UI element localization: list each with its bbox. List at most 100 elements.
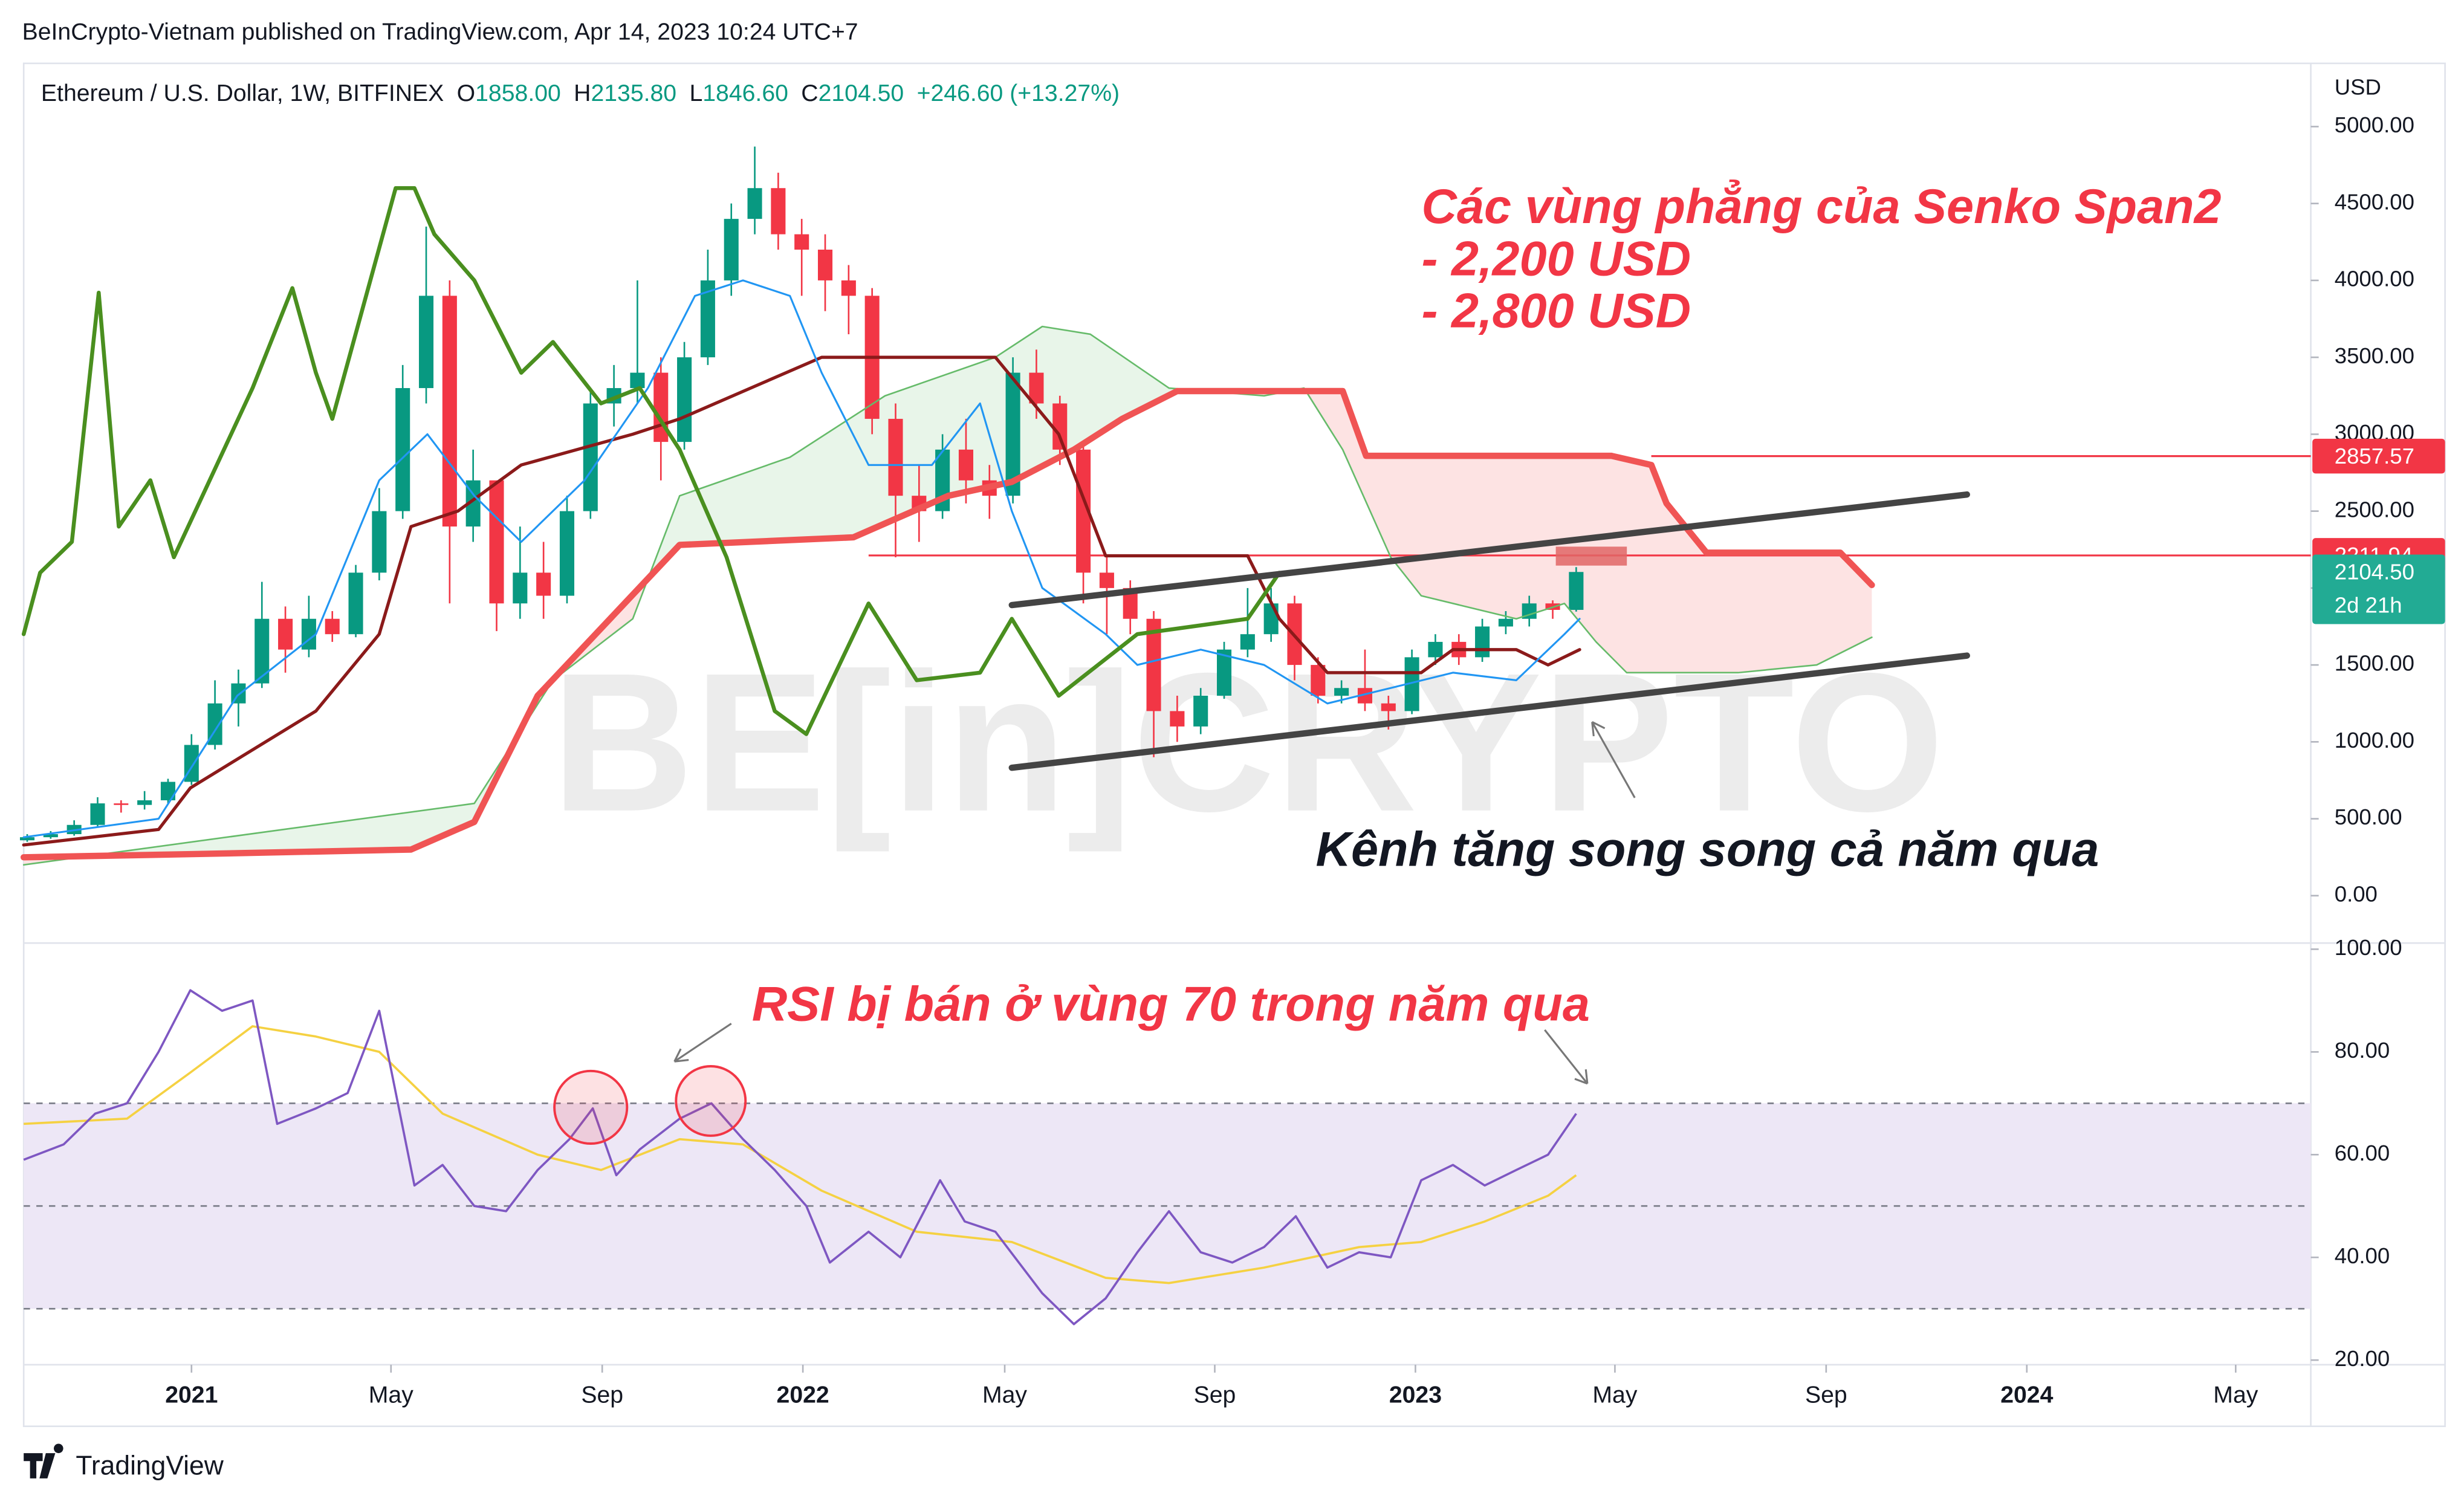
- brand: TradingView: [76, 1451, 224, 1480]
- highlight-box: [1555, 546, 1627, 566]
- y-tick-label: 100.00: [2335, 935, 2402, 960]
- x-tick-label: Sep: [1805, 1382, 1847, 1408]
- candle-body: [395, 388, 410, 511]
- indicator-line: [21, 186, 1282, 736]
- candle-body: [1170, 711, 1185, 727]
- indicator-line: [22, 355, 1581, 847]
- change: +246.60 (+13.27%): [917, 80, 1120, 106]
- x-tick-label: 2023: [1389, 1382, 1442, 1408]
- last-price-label: 2104.50: [2335, 560, 2414, 584]
- indicator-line: [22, 279, 1581, 838]
- candle-body: [137, 800, 152, 805]
- candle-body: [817, 250, 833, 280]
- price-tag: [2312, 438, 2445, 474]
- y-tick-label: 40.00: [2335, 1243, 2390, 1268]
- rsi-line: [23, 989, 1577, 1326]
- candle-body: [1334, 688, 1349, 696]
- x-tick-label: May: [369, 1382, 413, 1408]
- candle-body: [1475, 626, 1490, 658]
- ohlc-value: 1858.00: [475, 80, 561, 106]
- candle-body: [888, 418, 903, 496]
- arrow: [1544, 1029, 1589, 1084]
- x-tick-label: 2021: [165, 1382, 218, 1408]
- ohlc-key: C: [801, 80, 818, 106]
- indicator-line: [20, 387, 1875, 861]
- y-tick-label: 20.00: [2335, 1346, 2390, 1371]
- candle-body: [1428, 641, 1443, 658]
- candle-body: [583, 403, 598, 511]
- candle-body: [747, 188, 762, 219]
- ohlc-value: 1846.60: [702, 80, 788, 106]
- candle-body: [771, 188, 786, 235]
- candle-body: [489, 480, 504, 604]
- candle-body: [794, 234, 809, 250]
- candle-body: [1381, 703, 1396, 711]
- published-line: BeInCrypto-Vietnam published on TradingV…: [22, 19, 858, 45]
- candle-body: [442, 296, 457, 527]
- arrow: [673, 1023, 732, 1063]
- candle-body: [1569, 572, 1584, 610]
- candle-body: [19, 837, 35, 841]
- ohlc-key: L: [689, 80, 702, 106]
- countdown: 2d 21h: [2335, 592, 2402, 617]
- last-price-tag: [2312, 554, 2445, 624]
- candle-body: [513, 572, 528, 604]
- annotation: RSI bị bán ở vùng 70 trong năm qua: [752, 977, 1590, 1032]
- candle-body: [1263, 603, 1279, 635]
- indicator-line: [1008, 491, 1970, 609]
- ohlc-key: H: [574, 80, 591, 106]
- candle-body: [90, 803, 105, 825]
- chart-frame: [22, 62, 2446, 1428]
- candle-body: [724, 219, 739, 280]
- candle-body: [677, 357, 692, 442]
- y-tick-label: 4000.00: [2335, 267, 2414, 291]
- x-tick-label: 2022: [777, 1382, 829, 1408]
- y-tick-label: 5000.00: [2335, 112, 2414, 137]
- candle-body: [958, 449, 973, 481]
- x-tick-label: May: [982, 1382, 1027, 1408]
- candle-body: [1052, 403, 1068, 450]
- highlight-circle: [675, 1065, 747, 1137]
- candle-body: [372, 511, 387, 573]
- candle-body: [536, 572, 551, 596]
- y-tick-label: 80.00: [2335, 1038, 2390, 1063]
- y-tick-label: 3500.00: [2335, 343, 2414, 368]
- candle-body: [301, 618, 316, 650]
- candle-body: [1193, 695, 1208, 727]
- arrow-head: [1591, 720, 1606, 737]
- candle-body: [418, 296, 434, 389]
- annotation: - 2,800 USD: [1422, 284, 1691, 338]
- y-tick-label: 0.00: [2335, 881, 2378, 906]
- candle-body: [841, 280, 856, 296]
- candle-body: [630, 372, 645, 389]
- arrow-head: [1574, 1069, 1589, 1085]
- annotation: - 2,200 USD: [1422, 232, 1691, 286]
- candle-body: [278, 618, 293, 650]
- highlight-circle: [553, 1069, 629, 1145]
- candle-body: [1029, 372, 1044, 404]
- x-tick-label: May: [1592, 1382, 1637, 1408]
- candle-body: [325, 618, 340, 635]
- indicator-line: [22, 325, 1873, 866]
- ohlc-value: 2104.50: [819, 80, 904, 106]
- candle-body: [114, 803, 129, 805]
- tradingview-logo: [24, 1443, 63, 1478]
- y-tick-label: 1500.00: [2335, 651, 2414, 676]
- candle-body: [348, 572, 363, 635]
- x-tick-label: Sep: [1194, 1382, 1236, 1408]
- symbol: Ethereum / U.S. Dollar, 1W, BITFINEX: [41, 80, 444, 106]
- y-tick-label: 4500.00: [2335, 189, 2414, 214]
- x-tick-label: Sep: [581, 1382, 623, 1408]
- x-tick-label: 2024: [2000, 1382, 2053, 1408]
- x-tick-label: May: [2213, 1382, 2258, 1408]
- y-tick-label: 2500.00: [2335, 497, 2414, 522]
- ohlc-key: O: [457, 80, 475, 106]
- candle-body: [1099, 572, 1114, 588]
- annotation: Các vùng phẳng của Senko Span2: [1422, 179, 2222, 234]
- arrow-head: [673, 1048, 689, 1063]
- y-tick-label: 60.00: [2335, 1141, 2390, 1165]
- rsi-line: [24, 1025, 1577, 1284]
- candle-body: [1498, 618, 1513, 627]
- indicator-line: [1008, 652, 1970, 771]
- candle-body: [1240, 634, 1255, 650]
